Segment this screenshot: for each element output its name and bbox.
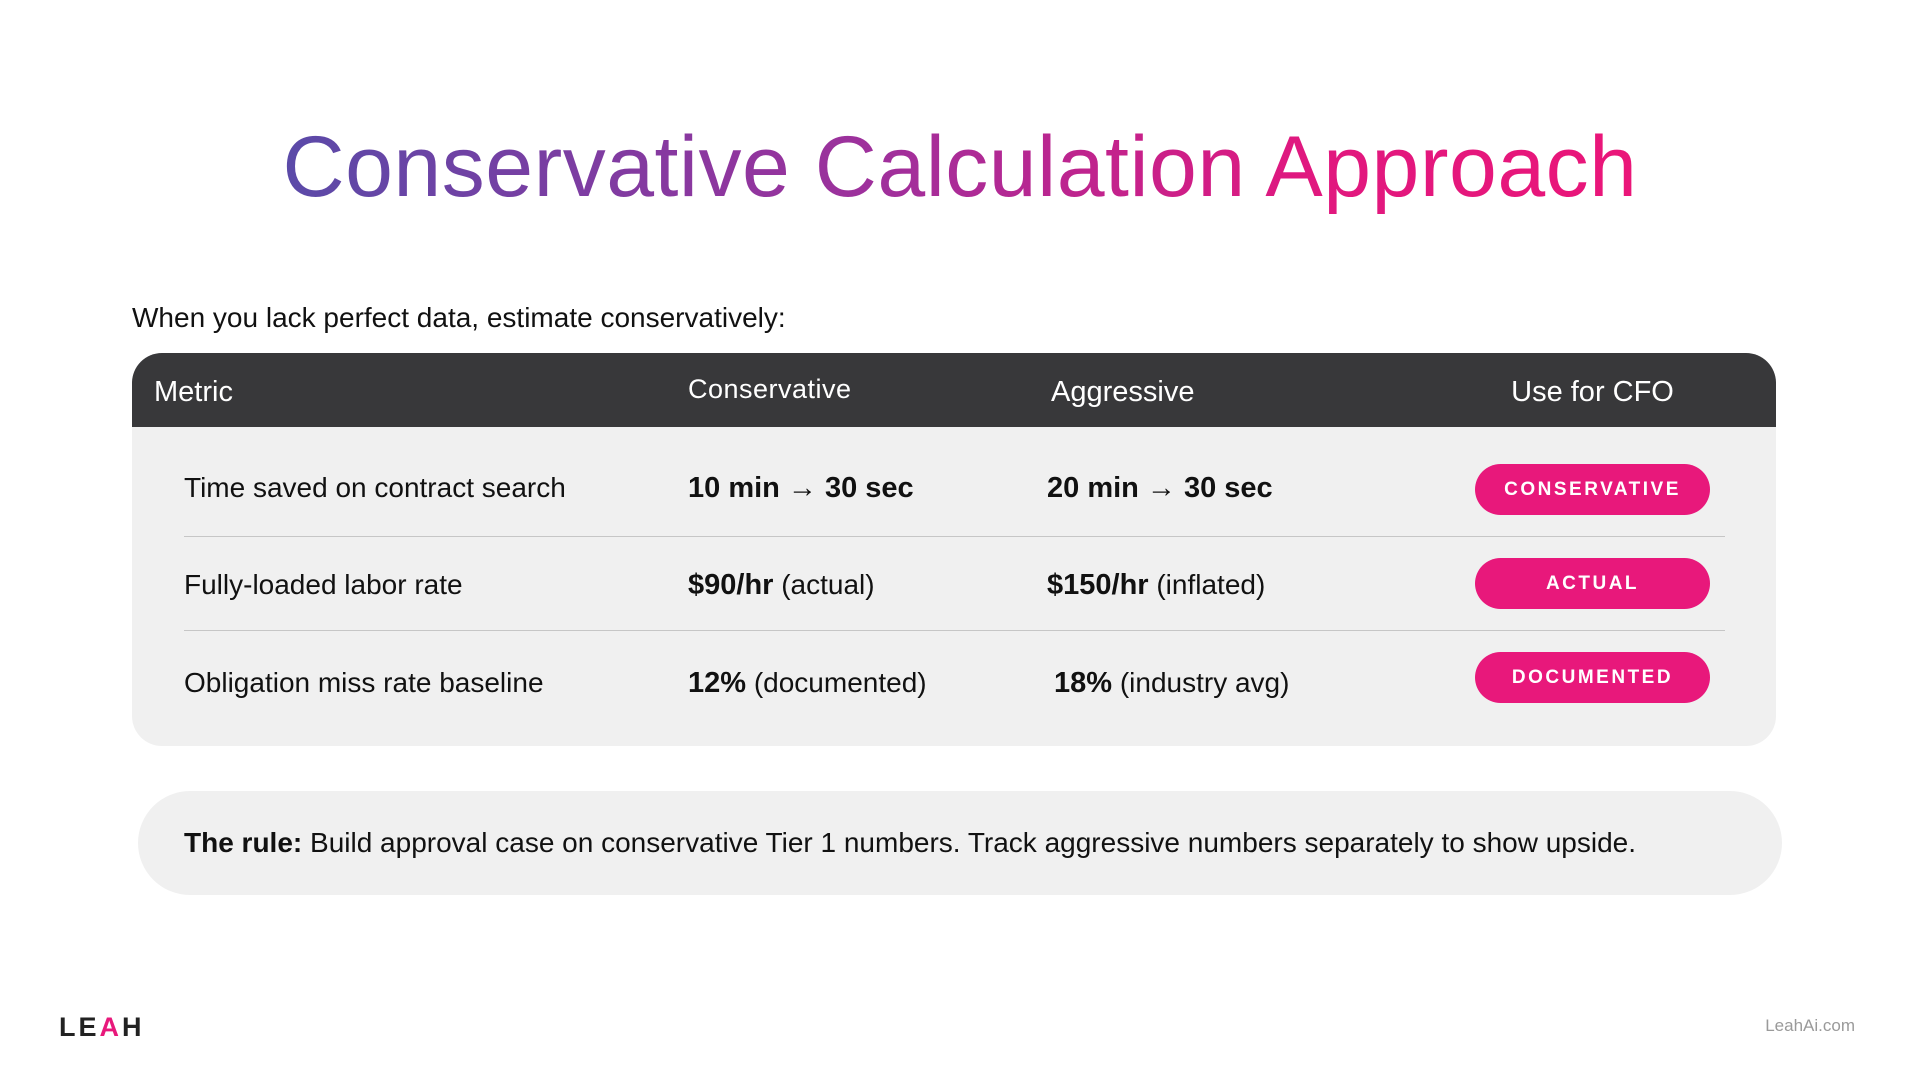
conservative-note: (actual): [773, 569, 875, 600]
metric-cell: Obligation miss rate baseline: [184, 667, 544, 698]
cfo-badge: ACTUAL: [1475, 558, 1710, 609]
conservative-value: $90/hr: [688, 569, 774, 601]
comparison-table: Metric Conservative Aggressive Use for C…: [132, 353, 1776, 746]
cfo-badge: CONSERVATIVE: [1475, 464, 1710, 515]
header-metric: Metric: [154, 376, 233, 408]
rule-label: The rule:: [184, 827, 303, 858]
metric-cell: Fully-loaded labor rate: [184, 569, 463, 600]
table-header: Metric Conservative Aggressive Use for C…: [132, 353, 1776, 427]
logo-text-end: H: [122, 1012, 145, 1042]
aggressive-value: 20 min → 30 sec: [1047, 472, 1273, 504]
conservative-cell: $90/hr (actual): [688, 537, 875, 633]
conservative-cell: 12% (documented): [688, 635, 927, 731]
rule-body: Build approval case on conservative Tier…: [302, 827, 1637, 858]
table-row: Time saved on contract search 10 min → 3…: [132, 440, 1776, 536]
conservative-value: 12%: [688, 667, 747, 699]
footer-url: LeahAi.com: [1765, 1016, 1855, 1035]
aggressive-cell: $150/hr (inflated): [1047, 537, 1265, 633]
table-row: Fully-loaded labor rate $90/hr (actual) …: [132, 537, 1776, 633]
cfo-badge: DOCUMENTED: [1475, 652, 1710, 703]
aggressive-value: $150/hr: [1047, 569, 1149, 601]
row-divider: [184, 536, 1725, 537]
aggressive-note: (industry avg): [1112, 667, 1290, 698]
aggressive-cell: 18% (industry avg): [1054, 635, 1289, 731]
slide-title-text: Conservative Calculation Approach: [282, 119, 1638, 215]
rule-text: The rule: Build approval case on conserv…: [184, 791, 1636, 895]
slide-title: Conservative Calculation Approach: [0, 112, 1920, 222]
aggressive-note: (inflated): [1148, 569, 1266, 600]
header-use-for-cfo: Use for CFO: [1511, 376, 1674, 408]
slide-subtitle: When you lack perfect data, estimate con…: [132, 302, 786, 333]
conservative-cell: 10 min → 30 sec: [688, 440, 914, 536]
conservative-value: 10 min → 30 sec: [688, 472, 914, 504]
aggressive-value: 18%: [1054, 667, 1113, 699]
header-conservative: Conservative: [688, 374, 852, 404]
leah-logo: LEAH: [59, 1012, 145, 1043]
header-aggressive: Aggressive: [1051, 376, 1195, 408]
aggressive-cell: 20 min → 30 sec: [1047, 440, 1273, 536]
logo-accent-letter: A: [99, 1012, 123, 1042]
table-row: Obligation miss rate baseline 12% (docum…: [132, 635, 1776, 731]
rule-callout: The rule: Build approval case on conserv…: [138, 791, 1782, 895]
conservative-note: (documented): [746, 667, 927, 698]
logo-text: LE: [59, 1012, 100, 1042]
metric-cell: Time saved on contract search: [184, 472, 566, 503]
row-divider: [184, 630, 1725, 631]
